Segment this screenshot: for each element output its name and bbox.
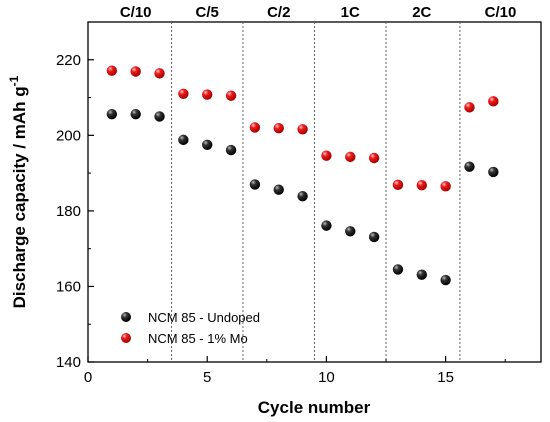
region-label: C/10: [485, 4, 517, 21]
data-point-undoped: [154, 111, 165, 122]
x-tick-label: 5: [203, 369, 211, 386]
y-axis-ticks: 140 160 180 200 220: [56, 52, 94, 371]
data-point-undoped: [249, 179, 261, 190]
data-points: [106, 65, 499, 286]
y-axis-title-superscript: -1: [7, 75, 21, 86]
data-point-undoped: [321, 220, 332, 231]
data-point-undoped: [440, 274, 451, 286]
x-tick-label: 10: [318, 369, 335, 386]
legend-label-undoped: NCM 85 - Undoped: [148, 310, 260, 325]
data-point-undoped: [416, 269, 427, 280]
y-axis-title-main: Discharge capacity / mAh g: [10, 86, 29, 308]
data-point-mo-doped: [345, 151, 356, 163]
data-point-mo-doped: [202, 89, 213, 100]
data-point-mo-doped: [416, 180, 427, 191]
data-point-undoped: [130, 108, 141, 120]
data-point-mo-doped: [440, 181, 451, 192]
data-point-mo-doped: [249, 122, 261, 133]
data-point-mo-doped: [321, 150, 332, 161]
data-point-undoped: [178, 134, 189, 146]
data-point-mo-doped: [488, 96, 499, 107]
legend: NCM 85 - Undoped NCM 85 - 1% Mo: [121, 310, 260, 346]
data-point-undoped: [273, 184, 284, 195]
data-point-undoped: [392, 264, 404, 275]
legend-label-mo-doped: NCM 85 - 1% Mo: [148, 331, 248, 346]
region-label: 2C: [412, 4, 431, 21]
legend-marker-undoped: [121, 312, 131, 322]
data-point-undoped: [464, 161, 475, 172]
y-tick-label: 180: [56, 203, 81, 220]
x-axis-title: Cycle number: [258, 398, 371, 417]
data-point-undoped: [368, 231, 380, 243]
y-tick-label: 140: [56, 354, 81, 371]
data-point-undoped: [225, 144, 237, 156]
region-dividers: [170, 22, 461, 362]
region-label: C/5: [196, 4, 219, 21]
data-point-undoped: [202, 139, 213, 150]
region-label: 1C: [341, 4, 360, 21]
region-label: C/2: [267, 4, 290, 21]
data-point-undoped: [106, 108, 118, 120]
y-tick-label: 200: [56, 127, 81, 144]
data-point-mo-doped: [464, 102, 475, 113]
region-labels: C/10 C/5 C/2 1C 2C C/10: [120, 4, 516, 21]
x-tick-label: 15: [437, 369, 454, 386]
data-point-mo-doped: [154, 68, 165, 79]
data-point-mo-doped: [178, 88, 189, 99]
data-point-mo-doped: [368, 152, 380, 164]
y-tick-label: 160: [56, 278, 81, 295]
data-point-mo-doped: [273, 122, 284, 134]
x-tick-label: 0: [84, 369, 92, 386]
data-point-undoped: [488, 166, 499, 178]
data-point-undoped: [345, 226, 356, 237]
y-tick-label: 220: [56, 52, 81, 69]
data-point-mo-doped: [106, 65, 118, 76]
legend-marker-mo-doped: [121, 333, 131, 343]
data-point-mo-doped: [297, 124, 308, 135]
region-label: C/10: [120, 4, 152, 21]
data-point-undoped: [297, 190, 308, 202]
y-axis-title: Discharge capacity / mAh g-1: [7, 75, 29, 308]
data-point-mo-doped: [130, 66, 141, 77]
x-axis-ticks: 0 5 10 15: [84, 356, 506, 386]
data-point-mo-doped: [225, 90, 237, 101]
data-point-mo-doped: [392, 179, 404, 191]
